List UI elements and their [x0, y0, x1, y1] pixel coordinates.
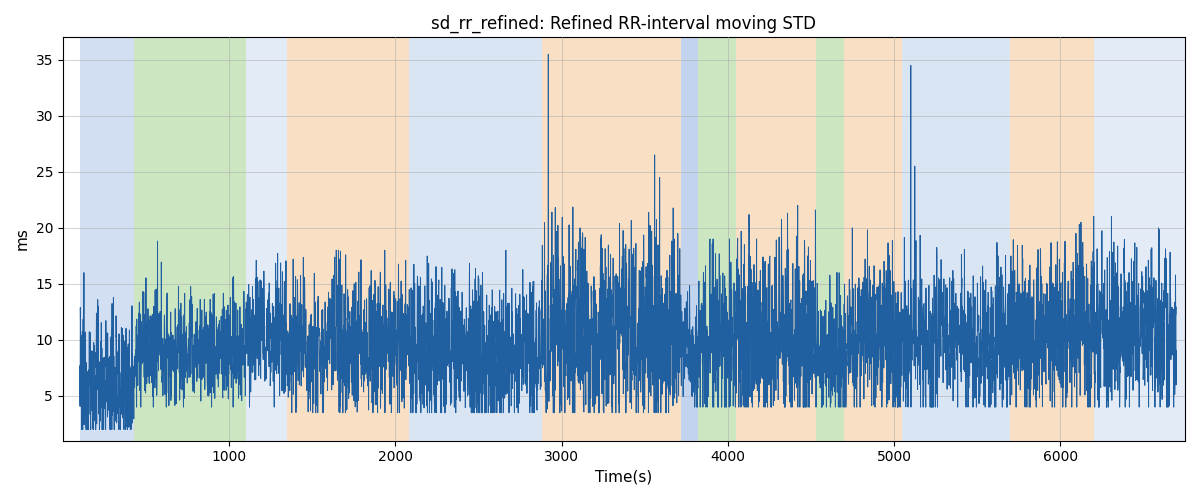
- Bar: [816, 38, 845, 440]
- Bar: [409, 38, 541, 440]
- Bar: [736, 38, 816, 440]
- Bar: [246, 38, 287, 440]
- X-axis label: Time(s): Time(s): [595, 470, 653, 485]
- Bar: [698, 38, 736, 440]
- Bar: [845, 38, 902, 440]
- Bar: [287, 38, 409, 440]
- Bar: [134, 38, 246, 440]
- Title: sd_rr_refined: Refined RR-interval moving STD: sd_rr_refined: Refined RR-interval movin…: [432, 15, 816, 34]
- Bar: [1010, 38, 1093, 440]
- Bar: [682, 38, 698, 440]
- Bar: [541, 38, 682, 440]
- Bar: [1093, 38, 1186, 440]
- Y-axis label: ms: ms: [16, 228, 30, 250]
- Bar: [902, 38, 1010, 440]
- Bar: [79, 38, 134, 440]
